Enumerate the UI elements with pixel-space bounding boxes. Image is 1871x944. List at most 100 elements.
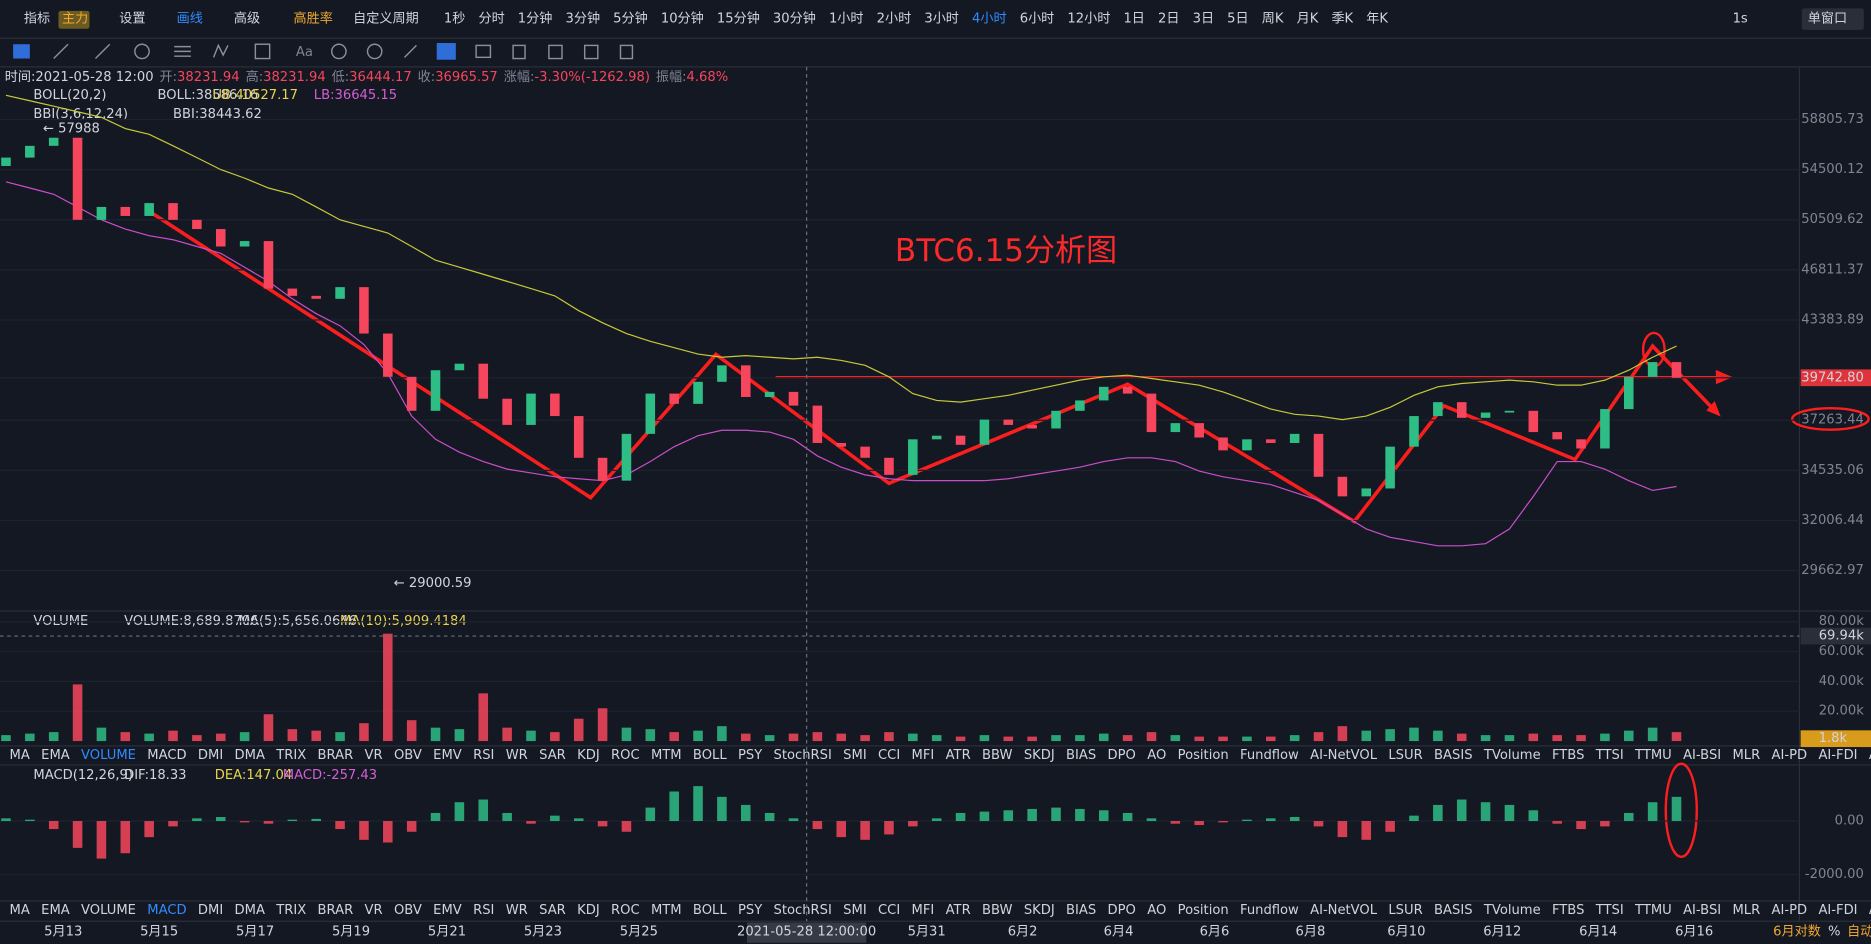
axis-option[interactable]: % xyxy=(1828,924,1840,939)
toolbar-item[interactable]: 指标 xyxy=(24,11,50,27)
indicator-tab[interactable]: TRIX xyxy=(275,748,306,763)
indicator-tab[interactable]: AI-PD xyxy=(1772,903,1808,918)
indicator-tab[interactable]: OBV xyxy=(394,748,422,763)
indicator-tab[interactable]: RSI xyxy=(473,903,494,918)
indicator-tab[interactable]: AI-FDI xyxy=(1818,903,1857,918)
indicator-tab[interactable]: MA xyxy=(10,903,30,918)
indicator-tab[interactable]: TTMU xyxy=(1634,903,1672,918)
axis-option[interactable]: 6月对数 xyxy=(1773,923,1821,939)
indicator-tab[interactable]: BIAS xyxy=(1066,748,1096,763)
indicator-tab[interactable]: SKDJ xyxy=(1024,748,1055,763)
indicator-tab[interactable]: MACD xyxy=(147,748,186,763)
indicator-tab[interactable]: BRAR xyxy=(318,748,354,763)
indicator-tab[interactable]: MLR xyxy=(1732,748,1760,763)
indicator-tab[interactable]: EMA xyxy=(41,903,70,918)
timeframe[interactable]: 分时 xyxy=(478,11,504,27)
timeframe[interactable]: 年K xyxy=(1366,11,1388,27)
indicator-tab[interactable]: CCI xyxy=(878,748,900,763)
timeframe[interactable]: 3日 xyxy=(1193,12,1214,27)
timeframe[interactable]: 15分钟 xyxy=(717,10,760,27)
indicator-tab[interactable]: FTBS xyxy=(1552,748,1584,763)
indicator-tab[interactable]: DMI xyxy=(198,748,223,763)
indicator-tab[interactable]: TTSI xyxy=(1595,748,1624,763)
indicator-tab[interactable]: AI-FDI xyxy=(1818,748,1857,763)
indicator-tab[interactable]: Fundflow xyxy=(1240,903,1299,918)
timeframe[interactable]: 1分钟 xyxy=(518,10,553,27)
indicator-tab[interactable]: LSUR xyxy=(1388,748,1422,763)
indicator-tab[interactable]: FTBS xyxy=(1552,903,1584,918)
indicator-tab[interactable]: Position xyxy=(1178,748,1229,763)
indicator-tab[interactable]: TTMU xyxy=(1634,748,1672,763)
indicator-tab[interactable]: AI-BSI xyxy=(1683,903,1721,918)
timeframe[interactable]: 5日 xyxy=(1227,12,1248,27)
indicator-tab[interactable]: PSY xyxy=(738,748,763,763)
timeframe[interactable]: 1小时 xyxy=(829,11,864,27)
indicator-tab[interactable]: ROC xyxy=(611,903,640,918)
toolbar-item[interactable]: 主力 xyxy=(62,11,88,27)
indicator-tab[interactable]: VR xyxy=(365,903,383,918)
indicator-tab[interactable]: SAR xyxy=(539,903,566,918)
indicator-tab[interactable]: PSY xyxy=(738,903,763,918)
toolbar-item[interactable]: 设置 xyxy=(119,11,145,27)
indicator-tab[interactable]: VR xyxy=(365,748,383,763)
indicator-tab[interactable]: MFI xyxy=(912,903,935,918)
timeframe[interactable]: 3分钟 xyxy=(566,10,601,27)
indicator-tab[interactable]: DPO xyxy=(1108,748,1136,763)
indicator-tab[interactable]: TVolume xyxy=(1483,748,1541,763)
toolbar-item[interactable]: 高级 xyxy=(234,10,260,27)
indicator-tab[interactable]: AI-LI xyxy=(1869,903,1871,918)
indicator-tab[interactable]: AI-PD xyxy=(1772,748,1808,763)
indicator-tab[interactable]: AO xyxy=(1147,748,1166,763)
indicator-tab[interactable]: TTSI xyxy=(1595,903,1624,918)
indicator-tab[interactable]: BASIS xyxy=(1434,903,1472,918)
indicator-tab[interactable]: AI-BSI xyxy=(1683,748,1721,763)
indicator-tab[interactable]: AI-LI xyxy=(1869,748,1871,763)
timeframe[interactable]: 季K xyxy=(1331,11,1353,27)
drawing-tools[interactable] xyxy=(13,43,634,60)
axis-option[interactable]: 自动 xyxy=(1847,923,1871,939)
indicator-tab[interactable]: MLR xyxy=(1732,903,1760,918)
timeframe[interactable]: 30分钟 xyxy=(773,10,816,27)
indicator-tab[interactable]: SKDJ xyxy=(1024,903,1055,918)
indicator-tab[interactable]: KDJ xyxy=(577,903,600,918)
indicator-tab[interactable]: KDJ xyxy=(577,748,600,763)
indicator-tab[interactable]: TRIX xyxy=(275,903,306,918)
window-select[interactable] xyxy=(1801,8,1864,30)
indicator-tab[interactable]: MA xyxy=(10,748,30,763)
indicator-tab[interactable]: MTM xyxy=(651,903,682,918)
timeframe[interactable]: 6小时 xyxy=(1020,11,1055,27)
timeframe[interactable]: 2小时 xyxy=(877,11,912,27)
indicator-tab[interactable]: BBW xyxy=(982,903,1013,918)
timeframe[interactable]: 月K xyxy=(1297,12,1319,27)
timeframe[interactable]: 5分钟 xyxy=(613,10,648,27)
indicator-tab[interactable]: MFI xyxy=(912,748,935,763)
indicator-tab[interactable]: BASIS xyxy=(1434,748,1472,763)
indicator-tab[interactable]: BOLL xyxy=(693,903,727,918)
indicator-tab[interactable]: SMI xyxy=(843,903,867,918)
text-tool[interactable]: Aa xyxy=(296,45,313,60)
indicator-tab[interactable]: BOLL xyxy=(693,748,727,763)
indicator-tab[interactable]: VOLUME xyxy=(81,748,136,763)
indicator-tab[interactable]: ROC xyxy=(611,748,640,763)
indicator-tab[interactable]: AO xyxy=(1147,903,1166,918)
indicator-tab[interactable]: SAR xyxy=(539,748,566,763)
timeframe[interactable]: 4小时 xyxy=(972,11,1007,27)
indicator-tab[interactable]: SMI xyxy=(843,748,867,763)
indicator-tab[interactable]: BIAS xyxy=(1066,903,1096,918)
indicator-tab[interactable]: AI-NetVOL xyxy=(1310,748,1378,763)
timeframe[interactable]: 1日 xyxy=(1123,12,1144,27)
timeframe[interactable]: 1秒 xyxy=(444,11,465,27)
indicator-tab[interactable]: RSI xyxy=(473,748,494,763)
indicator-tab[interactable]: ATR xyxy=(946,903,971,918)
indicator-tab[interactable]: EMV xyxy=(433,903,462,918)
toolbar-item[interactable]: 高胜率 xyxy=(294,10,333,27)
indicator-tab[interactable]: BBW xyxy=(982,748,1013,763)
refresh-rate[interactable]: 1s xyxy=(1733,12,1748,27)
indicator-tab[interactable]: BRAR xyxy=(318,903,354,918)
indicator-tab[interactable]: WR xyxy=(506,903,528,918)
timeframe[interactable]: 2日 xyxy=(1158,12,1179,27)
indicator-tab[interactable]: WR xyxy=(506,748,528,763)
indicator-tab[interactable]: EMA xyxy=(41,748,70,763)
toolbar-item[interactable]: 自定义周期 xyxy=(353,11,419,27)
indicator-tab[interactable]: Fundflow xyxy=(1240,748,1299,763)
